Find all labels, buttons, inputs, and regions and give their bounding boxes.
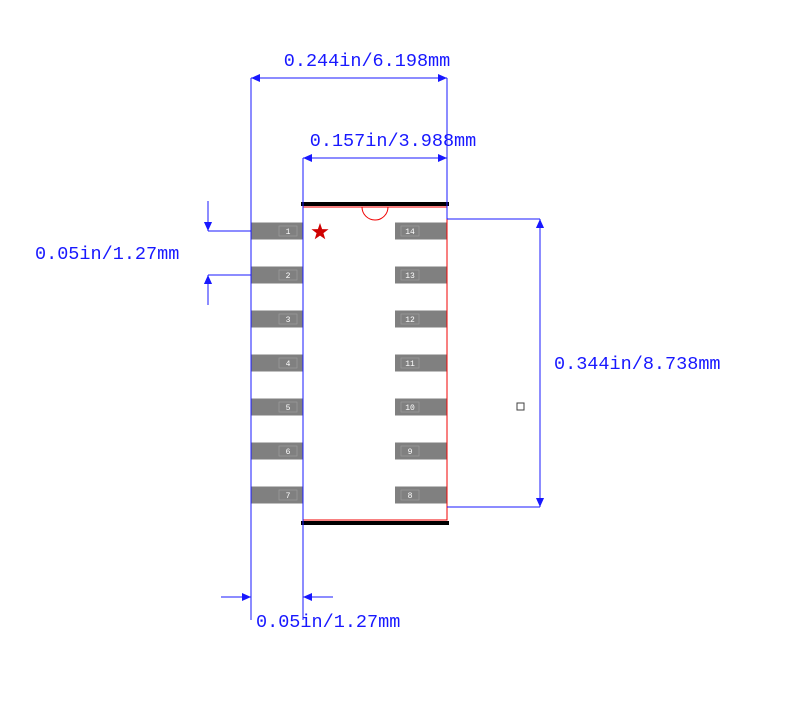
pin-label-11: 11 <box>405 360 415 369</box>
pin-pad-8 <box>395 487 447 504</box>
pin-pad-11 <box>395 355 447 372</box>
dim-text-width-inner: 0.157in/3.988mm <box>310 131 477 152</box>
marker-square <box>517 403 524 410</box>
dim-text-bottom-w: 0.05in/1.27mm <box>256 612 400 633</box>
pin-label-4: 4 <box>286 360 291 369</box>
dim-text-pitch: 0.05in/1.27mm <box>35 244 179 265</box>
pin-pad-1 <box>251 223 303 240</box>
pin-label-8: 8 <box>408 492 413 501</box>
pin-label-2: 2 <box>286 272 291 281</box>
pin-pad-5 <box>251 399 303 416</box>
dim-arrowhead <box>204 222 212 231</box>
pin-pad-7 <box>251 487 303 504</box>
pin-label-6: 6 <box>286 448 291 457</box>
dim-text-height: 0.344in/8.738mm <box>554 354 721 375</box>
pin-pad-4 <box>251 355 303 372</box>
dim-text-width-outer: 0.244in/6.198mm <box>284 51 451 72</box>
dim-arrowhead <box>303 154 312 162</box>
dim-arrowhead <box>303 593 312 601</box>
dim-arrowhead <box>438 154 447 162</box>
pin-pad-14 <box>395 223 447 240</box>
dim-arrowhead <box>251 74 260 82</box>
pin-label-1: 1 <box>286 228 291 237</box>
pin-pad-9 <box>395 443 447 460</box>
orientation-notch <box>362 207 388 220</box>
pin-label-13: 13 <box>405 272 415 281</box>
pin-label-9: 9 <box>408 448 413 457</box>
dim-arrowhead <box>536 219 544 228</box>
pin-label-14: 14 <box>405 228 415 237</box>
pin-label-12: 12 <box>405 316 415 325</box>
pin-pad-6 <box>251 443 303 460</box>
pin-label-3: 3 <box>286 316 291 325</box>
pin-pad-3 <box>251 311 303 328</box>
dim-arrowhead <box>536 498 544 507</box>
pin-label-10: 10 <box>405 404 415 413</box>
dim-arrowhead <box>242 593 251 601</box>
dim-arrowhead <box>204 275 212 284</box>
pin-pad-2 <box>251 267 303 284</box>
pin1-marker <box>311 223 328 239</box>
dim-arrowhead <box>438 74 447 82</box>
pin-label-7: 7 <box>286 492 291 501</box>
pin-pad-12 <box>395 311 447 328</box>
pin-pad-13 <box>395 267 447 284</box>
pin-label-5: 5 <box>286 404 291 413</box>
pin-pad-10 <box>395 399 447 416</box>
